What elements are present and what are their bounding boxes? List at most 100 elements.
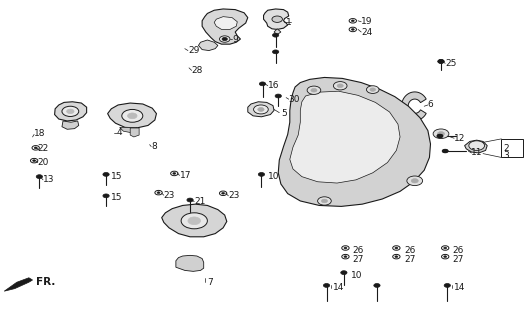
Text: 16: 16 [268,81,279,90]
Circle shape [275,94,281,98]
Polygon shape [198,40,218,51]
Circle shape [173,172,176,174]
Polygon shape [130,128,139,137]
Text: 26: 26 [353,246,364,255]
Polygon shape [465,140,487,153]
Circle shape [351,28,354,30]
Polygon shape [162,204,227,237]
Polygon shape [108,103,156,128]
Circle shape [411,179,418,183]
Circle shape [443,149,448,153]
Polygon shape [214,17,237,29]
Circle shape [128,113,137,119]
Text: 30: 30 [289,95,300,104]
Text: 21: 21 [194,197,206,206]
Circle shape [272,33,279,37]
Circle shape [34,147,37,149]
Circle shape [323,284,330,287]
Polygon shape [274,29,281,35]
Circle shape [444,247,447,249]
Text: 1: 1 [286,18,292,27]
Circle shape [366,86,379,93]
Circle shape [254,105,268,114]
Circle shape [444,256,447,258]
Text: 22: 22 [38,144,49,153]
Circle shape [370,88,375,91]
Circle shape [188,217,201,225]
Text: 12: 12 [454,134,466,143]
Text: 2: 2 [503,144,509,153]
Circle shape [344,256,347,258]
Polygon shape [202,9,248,44]
Text: 26: 26 [404,246,416,255]
Circle shape [395,247,398,249]
Polygon shape [4,278,33,291]
Text: 14: 14 [454,284,465,292]
Polygon shape [278,77,430,206]
Text: 14: 14 [333,284,344,292]
Circle shape [103,172,109,176]
Circle shape [219,36,230,42]
Circle shape [438,60,444,63]
Text: 15: 15 [111,172,123,180]
Polygon shape [264,9,289,29]
Circle shape [337,84,343,88]
Circle shape [187,198,193,202]
Text: 13: 13 [43,175,55,184]
Polygon shape [62,121,79,129]
Circle shape [321,199,328,203]
Circle shape [407,176,423,186]
Text: 11: 11 [471,148,483,157]
Circle shape [122,109,143,122]
Circle shape [259,82,266,86]
Circle shape [469,141,485,150]
Circle shape [272,50,279,54]
Circle shape [157,192,160,194]
Circle shape [341,271,347,275]
Text: 6: 6 [428,100,434,109]
Text: 9: 9 [232,35,238,44]
Circle shape [437,132,445,136]
Polygon shape [55,102,87,121]
Text: 4: 4 [117,128,122,137]
Circle shape [36,175,43,179]
Circle shape [437,134,443,138]
Circle shape [33,160,36,162]
Circle shape [351,20,354,22]
Polygon shape [248,102,274,117]
Text: 15: 15 [111,193,123,202]
Text: 27: 27 [453,255,464,264]
Text: 7: 7 [207,278,213,287]
Text: 19: 19 [361,17,373,26]
Circle shape [307,86,321,94]
Text: 10: 10 [351,271,362,280]
Circle shape [62,106,79,116]
Text: 17: 17 [180,171,191,180]
Circle shape [311,88,317,92]
Circle shape [344,247,347,249]
Text: 23: 23 [164,191,175,200]
Circle shape [442,149,448,153]
Circle shape [444,284,450,287]
Polygon shape [120,127,136,132]
Circle shape [318,197,331,205]
Text: 27: 27 [353,255,364,264]
Text: 10: 10 [268,172,279,181]
Text: 18: 18 [34,129,46,138]
Text: 5: 5 [281,109,287,118]
Polygon shape [402,92,426,121]
Text: FR.: FR. [36,277,55,287]
Text: 25: 25 [445,59,457,68]
Polygon shape [290,91,400,183]
Text: 24: 24 [361,28,372,36]
Text: 3: 3 [503,151,509,160]
Circle shape [433,129,449,139]
Circle shape [222,192,225,194]
Circle shape [272,16,282,22]
Text: 23: 23 [228,191,240,200]
Circle shape [438,60,444,63]
Text: 27: 27 [404,255,416,264]
Circle shape [374,284,380,287]
Polygon shape [176,255,204,271]
Text: 26: 26 [453,246,464,255]
